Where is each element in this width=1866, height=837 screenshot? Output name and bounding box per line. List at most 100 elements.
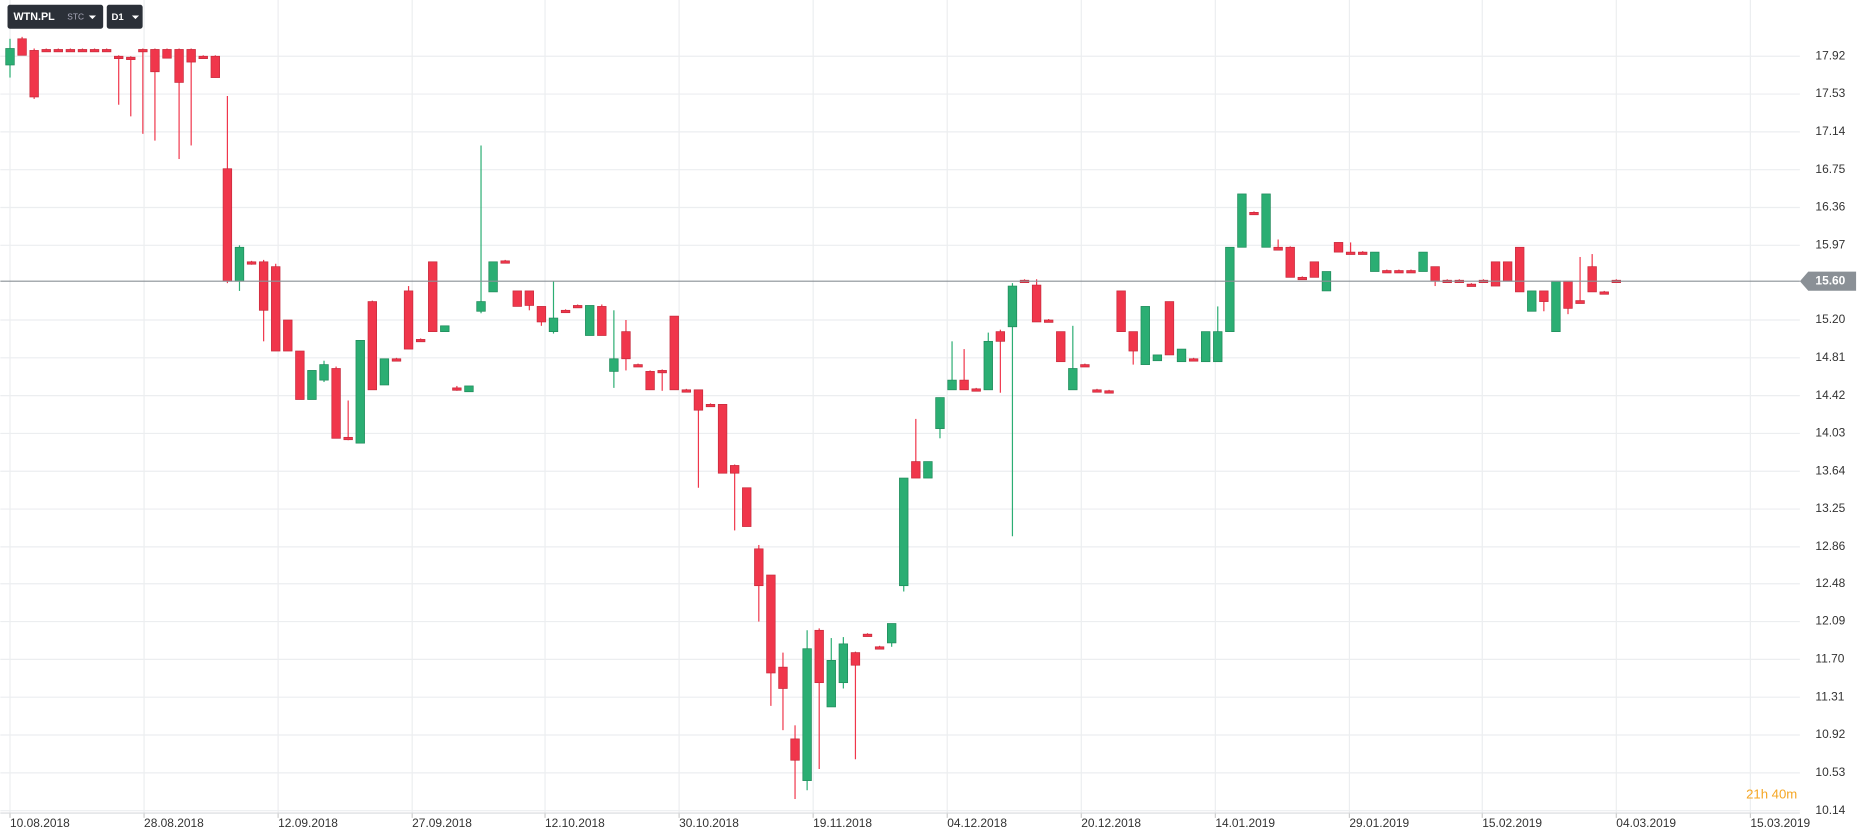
candle-body [911,461,921,479]
candle-body [1225,246,1235,332]
candle-body [838,643,849,684]
candle-body [814,629,824,684]
candle-body [1297,276,1307,281]
candle-body [1007,285,1018,328]
candle-body [198,55,208,59]
candle-body [476,301,486,312]
candle-body [246,261,257,265]
candle-body [1031,284,1042,323]
y-tick-label: 10.92 [1815,727,1845,741]
y-tick-label: 14.81 [1815,350,1845,364]
candle-body [295,350,305,400]
candle-body [440,325,450,332]
candle-body [186,49,196,63]
y-tick-label: 15.20 [1815,312,1845,326]
y-tick-label: 10.14 [1815,803,1845,817]
y-tick-label: 12.09 [1815,614,1845,628]
candle-body [621,331,631,360]
candle-body [126,56,136,60]
x-tick-label: 30.10.2018 [679,816,739,830]
candle-body [1176,348,1187,363]
y-tick-label: 11.31 [1815,689,1844,703]
candle-body [464,385,474,393]
candle-body [355,340,365,444]
candle-body [1164,301,1175,356]
candle-body [1490,261,1501,287]
x-tick-label: 15.02.2019 [1482,816,1542,830]
candle-body [524,290,535,306]
x-tick-label: 28.08.2018 [144,816,204,830]
dropdown-arrow [131,15,140,20]
candle-body [693,389,704,411]
candle-body [1140,306,1150,365]
y-tick-label: 10.53 [1815,765,1845,779]
candle-body [428,261,438,332]
y-tick-label: 17.53 [1815,86,1845,100]
y-tick-label: 16.36 [1815,200,1845,214]
candle-body [1599,291,1609,295]
grid [0,0,1800,818]
candle-body [729,465,740,474]
candle-body [681,389,692,393]
symbol-button[interactable] [7,4,104,29]
candle-body [597,306,607,336]
candle-body [1285,246,1295,278]
candle-body [983,340,993,391]
x-tick-label: 04.12.2018 [947,816,1007,830]
candle-body [1237,193,1247,248]
candle-body [995,331,1006,342]
candle-body [1563,280,1573,309]
candle-body [53,49,63,53]
toolbar: WTN.PL STC D1 [7,4,143,29]
candle-body [101,49,112,53]
candle-body [717,404,728,474]
candle-body [114,55,124,59]
candle-body [234,246,245,282]
candle-body [1515,246,1525,293]
candle-body [585,305,595,336]
y-tick-label: 14.03 [1815,426,1845,440]
candle-body [1104,390,1114,394]
candle-body [1201,331,1211,363]
candle-body [572,305,583,309]
y-tick-label: 14.42 [1815,388,1845,402]
candle-body [65,49,76,53]
candle-body [415,339,426,343]
candle-body [1261,193,1271,248]
candle-body [657,370,667,374]
y-tick-label: 13.64 [1815,463,1845,477]
candle-body [512,290,522,307]
candle-body [766,574,776,674]
candle-body [1188,358,1199,362]
candle-body [790,738,800,761]
candle-body [1273,246,1283,251]
candle-body [826,660,836,708]
x-tick-label: 19.11.2018 [813,816,872,830]
candle-body [331,368,341,439]
candle-body [319,364,329,381]
candle-body [1044,319,1054,323]
candle-body [307,370,317,400]
candle-body [1309,261,1320,278]
symbol: WTN.PL [13,11,55,23]
candle-body [705,404,716,408]
candle-body [1358,251,1368,255]
candle-body [41,49,51,53]
candle-body [1394,270,1404,274]
price-tag-label: 15.60 [1815,273,1845,287]
candle-body [488,261,498,293]
candle-body [1213,331,1223,363]
candle-body [536,306,547,323]
candle-body [1345,251,1356,255]
candle-body [669,315,679,391]
candle-body [5,48,15,66]
candle-body [1092,389,1102,393]
dropdown-arrow [88,15,96,20]
interval-button[interactable] [106,4,143,29]
x-tick-label: 14.01.2019 [1215,816,1275,830]
candle-body [1527,290,1537,312]
candle-body [174,49,184,83]
candle-body [367,301,377,391]
